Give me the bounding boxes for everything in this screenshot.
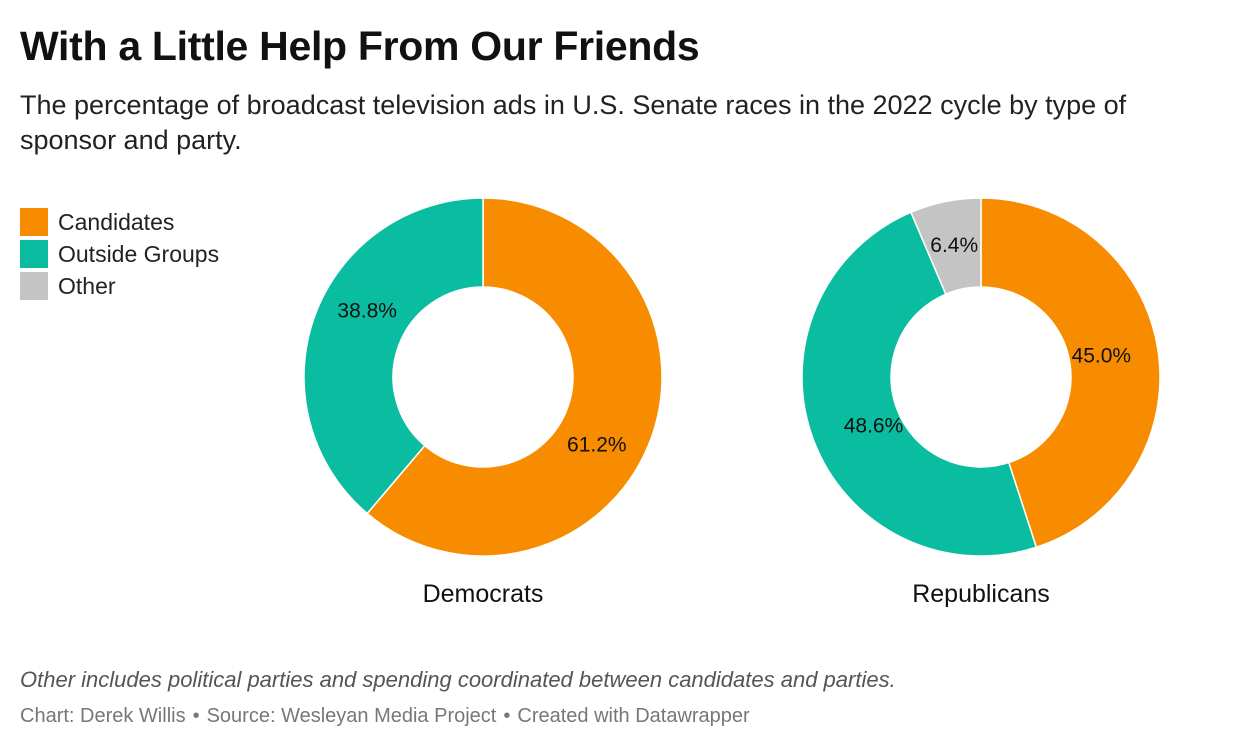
chart-subtitle: The percentage of broadcast television a… [20, 90, 1127, 155]
slice-other [909, 197, 982, 296]
legend-swatch-candidates [20, 208, 48, 236]
credit-separator: • [503, 705, 511, 727]
slice-candidates [366, 197, 663, 557]
chart-note: Other includes political parties and spe… [20, 667, 896, 692]
chart-title: With a Little Help From Our Friends [20, 23, 700, 69]
chart-credit: Chart: Derek Willis • Source: Wesleyan Med… [20, 705, 750, 728]
slice-label-outside-groups: 38.8% [337, 299, 397, 322]
credit-source: Source: Wesleyan Media Project [206, 705, 497, 727]
legend-item-candidates: Candidates [20, 206, 219, 238]
slice-label-candidates: 45.0% [1072, 345, 1132, 368]
donut-democrats: 61.2% 38.8% Democrats [303, 197, 663, 608]
credit-created-with: Created with Datawrapper [517, 705, 750, 727]
legend-label: Candidates [58, 208, 175, 235]
slice-outside-groups [801, 211, 1038, 557]
credit-author: Chart: Derek Willis [20, 705, 186, 727]
slice-label-candidates: 61.2% [567, 434, 627, 457]
legend-item-outside-groups: Outside Groups [20, 238, 219, 270]
donut-republicans: 45.0% 48.6% 6.4% Republicans [801, 197, 1161, 608]
donut-title-republicans: Republicans [912, 580, 1050, 608]
legend-swatch-other [20, 272, 48, 300]
legend-label: Outside Groups [58, 240, 220, 267]
slice-label-outside-groups: 48.6% [844, 414, 904, 437]
legend: Candidates Outside Groups Other [20, 206, 219, 302]
donut-title-democrats: Democrats [423, 580, 544, 608]
slice-label-other: 6.4% [930, 234, 978, 257]
legend-label: Other [58, 272, 116, 299]
slice-candidates [980, 197, 1161, 549]
slice-outside-groups [303, 197, 484, 515]
legend-item-other: Other [20, 270, 219, 302]
credit-separator: • [192, 705, 200, 727]
legend-swatch-outside-groups [20, 240, 48, 268]
